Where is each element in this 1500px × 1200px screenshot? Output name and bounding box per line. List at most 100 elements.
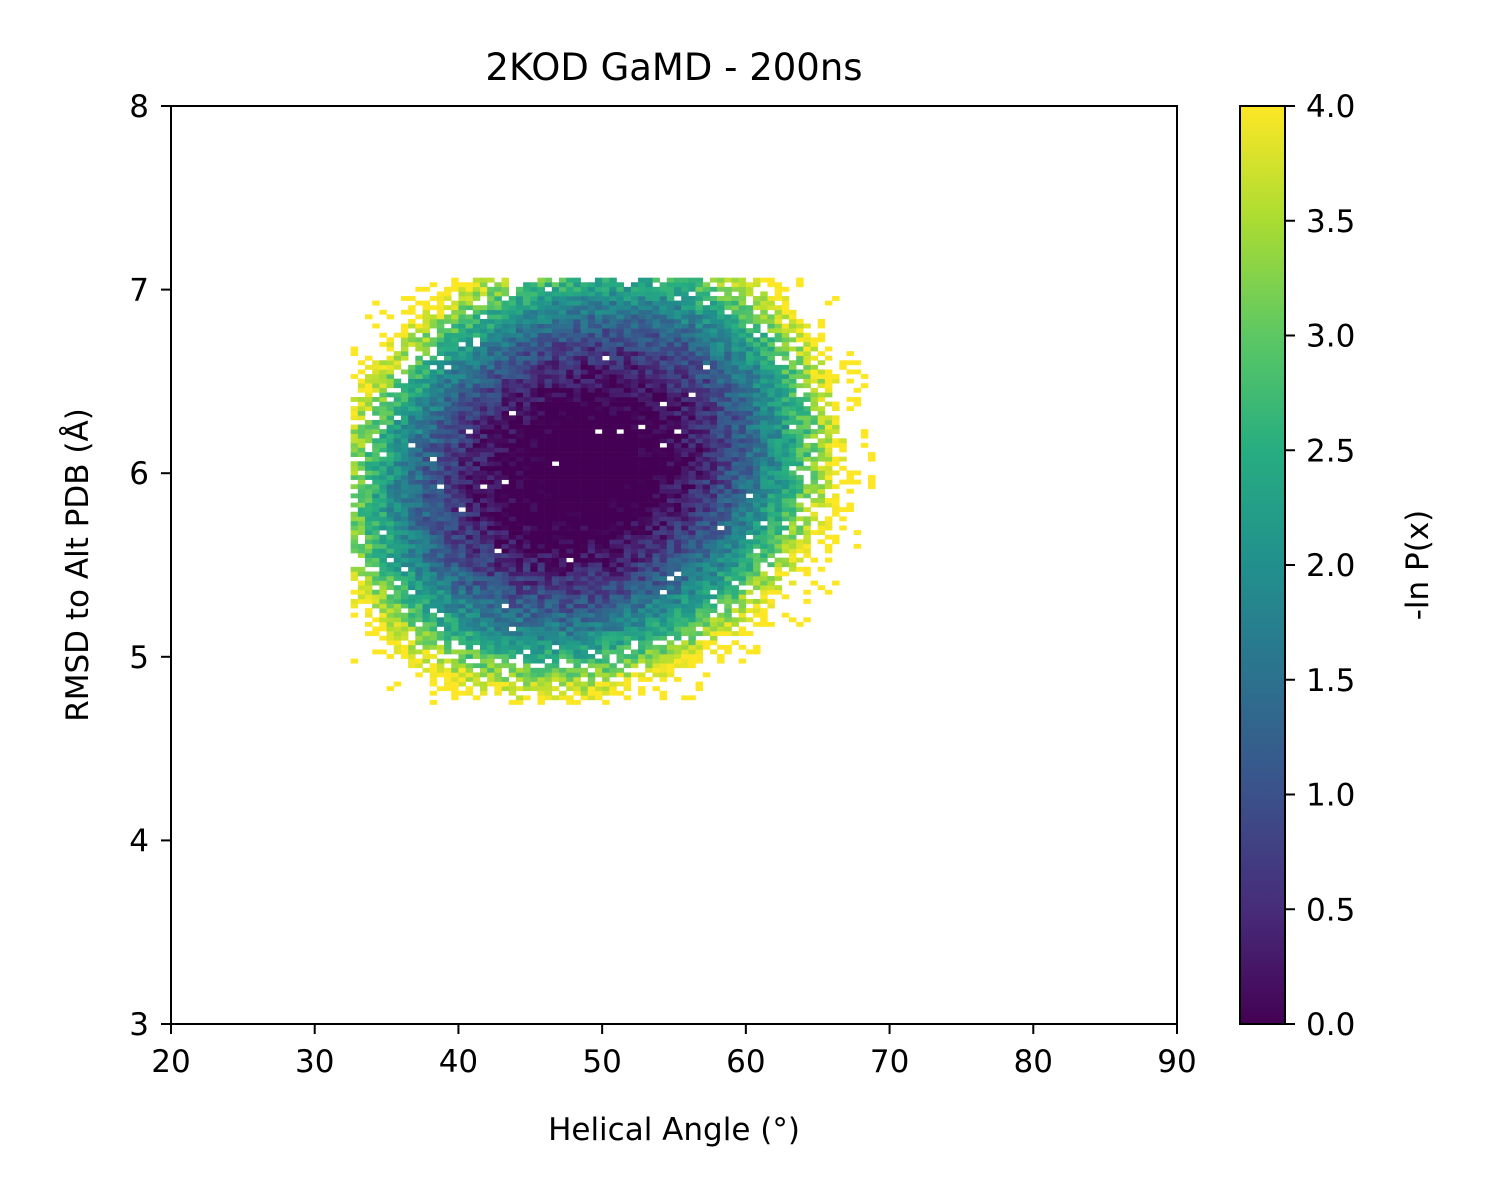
heatmap-cell <box>674 438 682 444</box>
heatmap-cell <box>494 585 502 591</box>
heatmap-cell <box>559 543 567 549</box>
heatmap-cell <box>451 401 459 407</box>
heatmap-cell <box>681 461 689 467</box>
heatmap-cell <box>602 406 610 412</box>
heatmap-cell <box>616 378 624 384</box>
heatmap-cell <box>681 658 689 664</box>
heatmap-cell <box>530 612 538 618</box>
heatmap-cell <box>458 667 466 673</box>
heatmap-cell <box>659 452 668 457</box>
heatmap-cell <box>365 539 373 545</box>
heatmap-cell <box>616 392 624 398</box>
heatmap-cell <box>415 626 423 632</box>
heatmap-cell <box>602 507 610 513</box>
heatmap-cell <box>515 447 524 453</box>
heatmap-cell <box>688 438 696 444</box>
heatmap-cell <box>537 456 545 462</box>
heatmap-cell <box>674 484 682 490</box>
heatmap-cell <box>350 612 359 618</box>
heatmap-cell <box>537 580 545 586</box>
heatmap-cell <box>566 539 574 545</box>
heatmap-cell <box>688 355 696 361</box>
heatmap-cell <box>709 608 718 614</box>
heatmap-cell <box>487 534 495 540</box>
heatmap-cell <box>709 360 718 366</box>
heatmap-cell <box>515 571 524 577</box>
heatmap-cell <box>508 690 517 696</box>
heatmap-cell <box>386 424 395 430</box>
heatmap-cell <box>609 484 617 490</box>
heatmap-cell <box>587 626 596 632</box>
heatmap-cell <box>523 676 531 682</box>
heatmap-cell <box>508 305 517 311</box>
heatmap-cell <box>559 277 567 283</box>
heatmap-cell <box>652 530 660 536</box>
heatmap-cell <box>602 681 610 687</box>
heatmap-cell <box>458 452 466 457</box>
heatmap-cell <box>487 397 495 402</box>
heatmap-cell <box>760 378 768 384</box>
heatmap-cell <box>400 562 409 568</box>
heatmap-cell <box>587 557 596 563</box>
heatmap-cell <box>372 378 380 384</box>
heatmap-cell <box>451 543 459 549</box>
heatmap-cell <box>515 461 524 467</box>
heatmap-cell <box>372 484 380 490</box>
heatmap-cell <box>508 442 517 448</box>
heatmap-cell <box>472 433 481 439</box>
heatmap-cell <box>645 300 653 306</box>
heatmap-cell <box>415 387 423 393</box>
heatmap-cell <box>616 520 624 526</box>
heatmap-cell <box>587 374 596 379</box>
heatmap-cell <box>681 419 689 425</box>
heatmap-cell <box>530 497 538 503</box>
heatmap-cell <box>796 346 804 352</box>
heatmap-cell <box>602 351 610 356</box>
heatmap-cell <box>365 392 373 398</box>
heatmap-cell <box>444 644 452 650</box>
heatmap-cell <box>530 392 538 398</box>
heatmap-cell <box>465 314 474 320</box>
heatmap-cell <box>415 603 423 609</box>
heatmap-cell <box>508 562 517 568</box>
heatmap-cell <box>472 631 481 636</box>
heatmap-cell <box>609 525 617 531</box>
heatmap-cell <box>580 410 589 416</box>
heatmap-cell <box>666 488 675 494</box>
heatmap-cell <box>537 667 545 673</box>
heatmap-cell <box>372 360 380 366</box>
heatmap-cell <box>645 502 653 508</box>
heatmap-cell <box>415 585 423 591</box>
heatmap-cell <box>501 397 510 402</box>
heatmap-cell <box>537 543 545 549</box>
heatmap-cell <box>580 598 589 604</box>
heatmap-cell <box>444 658 452 664</box>
heatmap-cell <box>408 309 416 315</box>
heatmap-cell <box>616 447 624 453</box>
heatmap-cell <box>666 580 675 586</box>
heatmap-cell <box>609 621 617 627</box>
heatmap-cell <box>465 465 474 471</box>
heatmap-cell <box>501 571 510 577</box>
heatmap-cell <box>379 557 387 563</box>
heatmap-cell <box>587 383 596 389</box>
heatmap-cell <box>688 305 696 311</box>
heatmap-cell <box>609 502 617 508</box>
heatmap-cell <box>444 461 452 467</box>
heatmap-cell <box>781 442 790 448</box>
heatmap-cell <box>393 392 402 398</box>
heatmap-cell <box>386 497 395 503</box>
heatmap-cell <box>688 374 696 379</box>
heatmap-cell <box>515 507 524 513</box>
heatmap-cell <box>523 608 531 614</box>
heatmap-cell <box>551 530 560 536</box>
heatmap-cell <box>487 378 495 384</box>
heatmap-cell <box>659 695 668 701</box>
heatmap-cell <box>652 401 660 407</box>
heatmap-cell <box>393 681 402 687</box>
heatmap-cell <box>523 475 531 480</box>
heatmap-cell <box>436 291 445 297</box>
heatmap-cell <box>602 511 610 517</box>
heatmap-cell <box>645 608 653 614</box>
heatmap-cell <box>681 383 689 389</box>
